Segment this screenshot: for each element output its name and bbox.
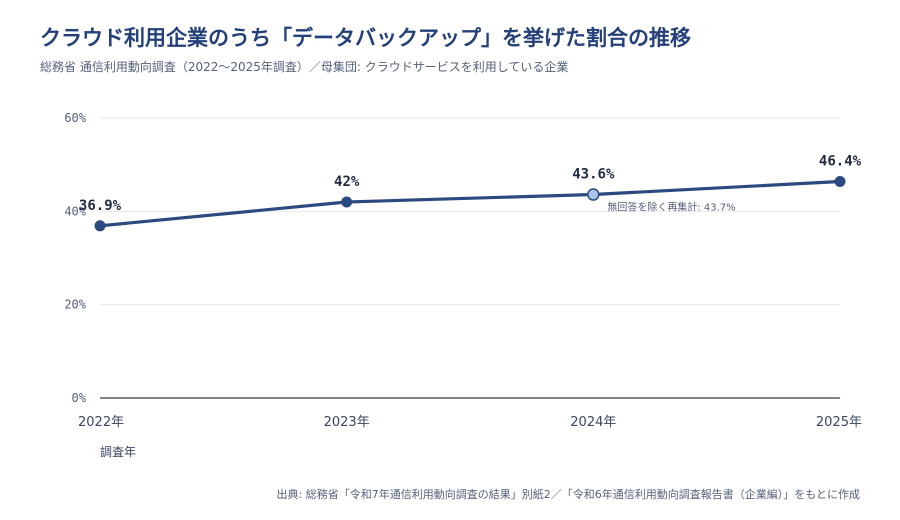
source-note: 出典: 総務省「令和7年通信利用動向調査の結果」別紙2／「令和6年通信利用動向調…: [276, 488, 860, 501]
labels: 36.9% 42% 43.6% 46.4% 無回答を除く再集計: 43.7%: [79, 153, 862, 213]
y-tick-label: 0%: [72, 391, 87, 405]
data-label: 43.6%: [572, 167, 615, 183]
data-point: [587, 188, 600, 201]
series: [94, 175, 846, 232]
x-tick-label: 2022年: [78, 415, 124, 430]
data-point: [94, 220, 106, 232]
chart-subtitle: 総務省 通信利用動向調査（2022〜2025年調査）／母集団: クラウドサービス…: [40, 60, 569, 74]
x-tick-label: 2025年: [816, 415, 862, 430]
chart-title: クラウド利用企業のうち「データバックアップ」を挙げた割合の推移: [40, 26, 691, 50]
y-tick-label: 20%: [64, 298, 86, 312]
x-tick-label: 2024年: [570, 415, 616, 430]
annotation-note: 無回答を除く再集計: 43.7%: [607, 201, 735, 214]
series-line: [98, 179, 842, 228]
data-label: 46.4%: [819, 153, 862, 169]
y-tick-label: 60%: [64, 111, 86, 125]
data-point: [341, 196, 353, 208]
y-tick-label: 40%: [64, 204, 86, 218]
data-label: 36.9%: [79, 198, 122, 214]
x-tick-label: 2023年: [324, 415, 370, 430]
data-label: 42%: [334, 174, 360, 190]
data-point: [834, 175, 846, 187]
x-axis-label: 調査年: [100, 445, 136, 459]
gridlines: [100, 117, 840, 306]
